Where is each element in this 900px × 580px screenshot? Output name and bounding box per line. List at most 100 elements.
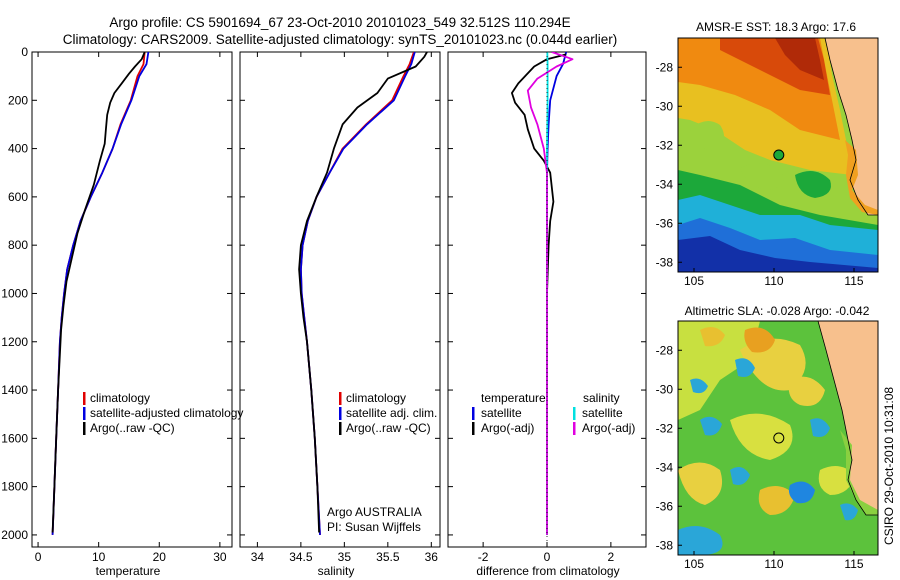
series-line-satellite xyxy=(300,52,416,535)
x-tick-label: 30 xyxy=(213,550,227,564)
legend-label: satellite-adjusted climatology xyxy=(90,406,243,420)
sst-map-title: AMSR-E SST: 18.3 Argo: 17.6 xyxy=(696,20,856,34)
sla-map-axes: 105 110 115 -28 -30 -32 -34 -36 -38 xyxy=(656,343,864,571)
series-line-climatology xyxy=(300,52,415,535)
map-x-tick-label: 110 xyxy=(764,274,783,288)
legend-label: Argo(-adj) xyxy=(582,421,635,435)
x-tick-label: -2 xyxy=(478,550,489,564)
depth-axis: 0 200 400 600 800 1000 1200 1400 1600 1800 2000 xyxy=(1,45,28,542)
series-line-salinity-argo-adj- xyxy=(526,52,574,535)
series-line-argo xyxy=(51,52,146,533)
x-tick-label: 35.5 xyxy=(376,550,400,564)
legend-swatch-sal-argo xyxy=(573,422,576,435)
difference-axis: -2 0 2 xyxy=(448,51,646,564)
legend-swatch-sal-satellite xyxy=(573,407,576,420)
map-y-tick-label: -38 xyxy=(656,255,674,269)
map-y-tick-label: -30 xyxy=(656,382,674,396)
legend-swatch-climatology xyxy=(339,392,342,405)
climatology-title: Climatology: CARS2009. Satellite-adjuste… xyxy=(63,32,618,47)
map-x-tick-label: 115 xyxy=(844,274,863,288)
legend-swatch-argo xyxy=(339,422,342,435)
series-line-temperature-satellite xyxy=(546,52,568,535)
map-x-tick-label: 105 xyxy=(684,557,704,571)
depth-tick-label: 1800 xyxy=(1,480,28,494)
series-line-satellite xyxy=(51,52,150,535)
salinity-legend: climatology satellite adj. clim. Argo(..… xyxy=(339,391,437,435)
map-y-tick-label: -30 xyxy=(656,99,674,113)
series-line-temperature-argo-adj- xyxy=(511,53,567,535)
legend-label: Argo(..raw -QC) xyxy=(90,421,175,435)
series-line-climatology xyxy=(51,52,146,535)
x-tick-label: 0 xyxy=(35,550,42,564)
map-y-tick-label: -34 xyxy=(656,460,674,474)
depth-tick-label: 1200 xyxy=(1,335,28,349)
legend-label: climatology xyxy=(90,391,150,405)
temperature-axis: 0 10 20 30 xyxy=(32,51,232,564)
sst-map-axes: 105 110 115 -28 -30 -32 -34 -36 -38 xyxy=(656,60,864,288)
depth-tick-label: 0 xyxy=(21,45,28,59)
x-tick-label: 34.5 xyxy=(289,550,313,564)
map-y-tick-label: -38 xyxy=(656,538,674,552)
difference-series xyxy=(511,52,574,547)
x-tick-label: 36 xyxy=(425,550,439,564)
map-y-tick-label: -36 xyxy=(656,216,674,230)
sla-map-title: Altimetric SLA: -0.028 Argo: -0.042 xyxy=(685,304,870,318)
map-y-tick-label: -36 xyxy=(656,499,674,513)
x-tick-label: 2 xyxy=(608,550,615,564)
depth-tick-label: 400 xyxy=(8,142,28,156)
temperature-series xyxy=(51,52,150,535)
salinity-axis: 34 34.5 35 35.5 36 xyxy=(240,51,440,564)
series-line-argo xyxy=(298,52,428,533)
map-x-tick-label: 115 xyxy=(844,557,863,571)
legend-swatch-satellite xyxy=(339,407,342,420)
map-y-tick-label: -34 xyxy=(656,177,674,191)
legend-swatch-temp-satellite xyxy=(472,407,475,420)
map-x-tick-label: 105 xyxy=(684,274,704,288)
difference-xlabel: difference from climatology xyxy=(476,564,619,578)
x-tick-label: 35 xyxy=(338,550,352,564)
temperature-legend: climatology satellite-adjusted climatolo… xyxy=(83,391,243,435)
map-y-tick-label: -32 xyxy=(656,138,674,152)
legend-title-temperature: temperature xyxy=(481,391,546,405)
x-tick-label: 0 xyxy=(544,550,551,564)
legend-swatch-satellite xyxy=(83,407,86,420)
salinity-xlabel: salinity xyxy=(318,564,355,578)
x-tick-label: 34 xyxy=(251,550,265,564)
legend-swatch-climatology xyxy=(83,392,86,405)
depth-tick-label: 1600 xyxy=(1,431,28,445)
map-x-tick-label: 110 xyxy=(764,557,783,571)
temperature-xlabel: temperature xyxy=(96,564,161,578)
depth-tick-label: 1400 xyxy=(1,383,28,397)
profile-title: Argo profile: CS 5901694_67 23-Oct-2010 … xyxy=(109,15,570,30)
depth-tick-label: 200 xyxy=(8,93,28,107)
depth-tick-label: 1000 xyxy=(1,286,28,300)
x-tick-label: 20 xyxy=(153,550,167,564)
salinity-series xyxy=(298,52,428,535)
x-tick-label: 10 xyxy=(92,550,106,564)
salinity-panel-frame xyxy=(239,51,441,548)
legend-label: satellite xyxy=(481,406,522,420)
legend-label: Argo(..raw -QC) xyxy=(346,421,431,435)
depth-tick-label: 800 xyxy=(8,238,28,252)
legend-label: climatology xyxy=(346,391,406,405)
legend-label: satellite xyxy=(582,406,623,420)
legend-label: satellite adj. clim. xyxy=(346,406,437,420)
sla-map xyxy=(678,321,878,555)
sst-map-frame xyxy=(677,37,879,273)
argo-position-marker xyxy=(773,432,785,444)
sla-map-frame xyxy=(677,320,879,556)
argo-program-annotation: Argo AUSTRALIA xyxy=(327,505,422,519)
legend-swatch-temp-argo xyxy=(472,422,475,435)
map-y-tick-label: -28 xyxy=(656,60,674,74)
depth-tick-label: 600 xyxy=(8,190,28,204)
pi-annotation: PI: Susan Wijffels xyxy=(327,520,421,534)
temperature-panel-frame xyxy=(31,51,233,548)
map-y-tick-label: -32 xyxy=(656,421,674,435)
argo-position-marker xyxy=(773,149,785,161)
legend-swatch-argo xyxy=(83,422,86,435)
csiro-timestamp: CSIRO 29-Oct-2010 10:31:08 xyxy=(882,387,896,545)
depth-tick-label: 2000 xyxy=(1,528,28,542)
map-y-tick-label: -28 xyxy=(656,343,674,357)
legend-label: Argo(-adj) xyxy=(481,421,534,435)
